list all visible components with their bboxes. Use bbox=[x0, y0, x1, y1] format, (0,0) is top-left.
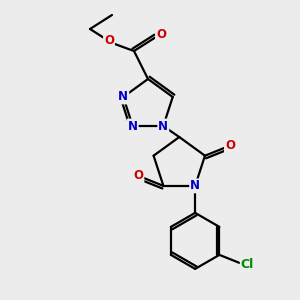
Text: O: O bbox=[134, 169, 143, 182]
Text: N: N bbox=[128, 119, 138, 133]
Text: O: O bbox=[104, 34, 114, 46]
Text: N: N bbox=[158, 119, 168, 133]
Text: O: O bbox=[156, 28, 166, 41]
Text: O: O bbox=[225, 139, 235, 152]
Text: N: N bbox=[190, 179, 200, 192]
Text: Cl: Cl bbox=[241, 258, 254, 272]
Text: N: N bbox=[118, 91, 128, 103]
